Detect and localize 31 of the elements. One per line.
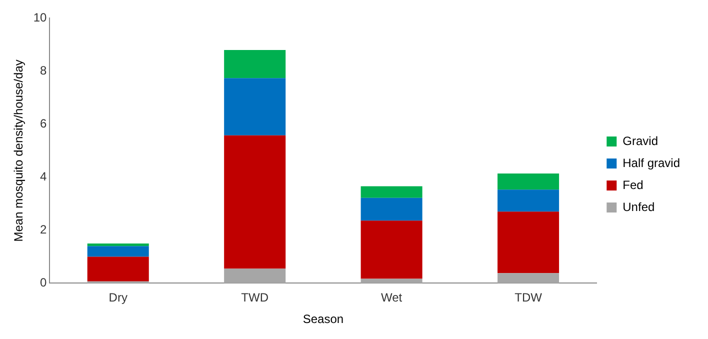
legend-label: Fed — [622, 178, 644, 192]
y-axis-title: Mean mosquito density/house/day — [12, 60, 26, 242]
bar — [498, 190, 560, 212]
bar — [498, 212, 560, 274]
bar — [87, 243, 149, 246]
bar — [87, 256, 149, 282]
bar — [224, 78, 286, 136]
bar — [498, 273, 560, 284]
x-axis-title: Season — [302, 312, 344, 326]
bar — [498, 173, 560, 190]
bar — [360, 186, 422, 198]
y-tick-label: 2 — [40, 222, 48, 237]
bar — [224, 135, 286, 269]
y-tick-label: 6 — [40, 116, 48, 131]
bar — [87, 246, 149, 257]
y-tick-label: 10 — [33, 10, 48, 25]
y-tick-label: 4 — [40, 170, 48, 184]
x-tick-label: TDW — [514, 290, 543, 305]
bar — [224, 50, 286, 78]
x-tick-label: TWD — [241, 290, 269, 305]
legend-label: Gravid — [622, 134, 658, 148]
bar — [360, 198, 422, 221]
y-tick-label: 8 — [40, 64, 48, 78]
legend-label: Half gravid — [622, 156, 680, 170]
x-tick-label: Wet — [380, 290, 403, 305]
bar — [360, 278, 422, 284]
bar — [224, 268, 286, 284]
y-tick-label: 0 — [40, 276, 48, 290]
legend-label: Unfed — [622, 200, 655, 214]
x-tick-label: Dry — [108, 290, 128, 305]
bar — [360, 220, 422, 279]
